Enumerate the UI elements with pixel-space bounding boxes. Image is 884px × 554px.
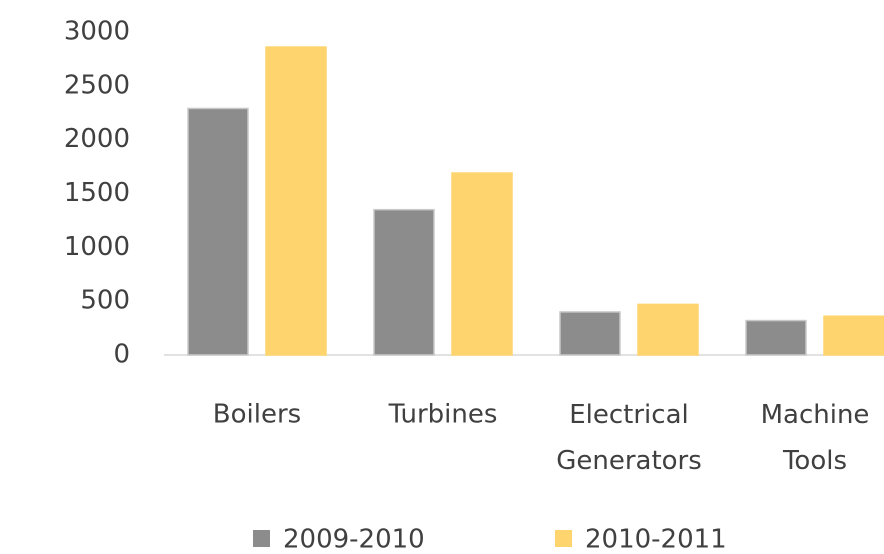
y-tick-label: 3000 [64, 17, 130, 47]
legend-label: 2009-2010 [283, 525, 425, 554]
bar [745, 319, 807, 356]
bar [373, 208, 435, 356]
y-tick-label: 2500 [64, 70, 130, 100]
y-tick-label: 1000 [64, 232, 130, 262]
y-tick-label: 1500 [64, 178, 130, 208]
bar [187, 107, 249, 356]
legend-label: 2010-2011 [585, 525, 727, 554]
x-tick-label: Turbines [388, 400, 498, 430]
x-tick-label: Machine Tools [761, 400, 870, 476]
y-tick-label: 0 [113, 340, 130, 370]
bar [451, 172, 513, 356]
y-tick-label: 2000 [64, 124, 130, 154]
legend-swatch [253, 530, 270, 547]
legend-swatch [555, 530, 572, 547]
bar [265, 46, 327, 356]
y-tick-label: 500 [80, 286, 130, 316]
x-tick-label: Electrical Generators [556, 400, 702, 476]
x-tick-label: Boilers [213, 400, 301, 430]
bar [823, 315, 884, 356]
bar [559, 311, 621, 356]
bar [637, 303, 699, 356]
